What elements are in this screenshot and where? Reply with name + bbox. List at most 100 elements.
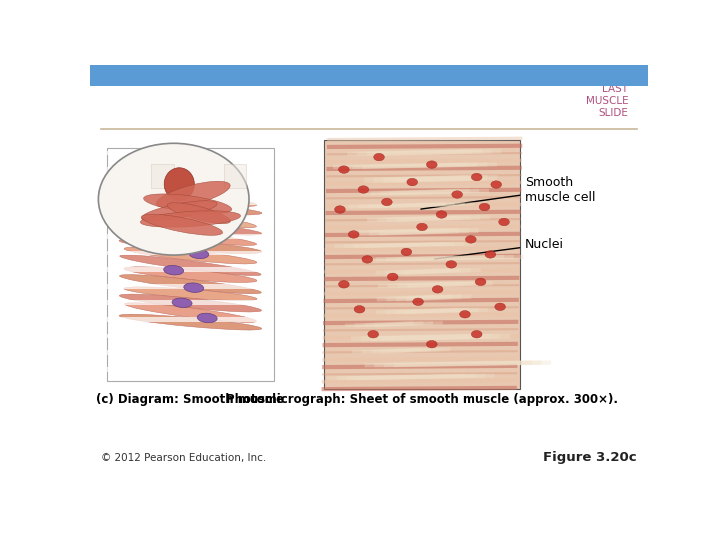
Point (475, 148, 484, 154)
Point (321, 210, 330, 216)
Line: 2 pts: 2 pts (399, 217, 488, 220)
Line: 2 pts: 2 pts (397, 257, 521, 259)
Ellipse shape (432, 286, 443, 293)
Line: 2 pts: 2 pts (329, 376, 464, 379)
Ellipse shape (426, 161, 437, 168)
Point (408, 320, 416, 326)
Point (456, 280, 465, 287)
Line: 2 pts: 2 pts (366, 244, 472, 246)
Point (516, 216, 525, 222)
Ellipse shape (120, 219, 261, 235)
Point (355, 151, 364, 157)
Point (392, 177, 400, 184)
Line: 2 pts: 2 pts (388, 257, 512, 259)
Line: 2 pts: 2 pts (386, 178, 485, 180)
Point (452, 227, 461, 234)
Point (516, 260, 524, 266)
Point (334, 375, 343, 382)
Ellipse shape (156, 181, 230, 208)
Point (516, 360, 524, 366)
Line: 2 pts: 2 pts (326, 190, 521, 191)
Ellipse shape (465, 235, 476, 243)
Line: 2 pts: 2 pts (323, 300, 519, 301)
Point (479, 373, 487, 379)
Line: 2 pts: 2 pts (386, 363, 539, 365)
Ellipse shape (436, 211, 447, 218)
Point (405, 282, 414, 289)
Point (427, 320, 436, 326)
Point (437, 320, 446, 326)
Point (359, 335, 368, 342)
Line: 2 pts: 2 pts (390, 284, 471, 286)
Line: 2 pts: 2 pts (364, 349, 429, 352)
Point (350, 164, 359, 170)
Line: 2 pts: 2 pts (325, 256, 520, 257)
Line: 2 pts: 2 pts (356, 323, 421, 326)
Point (345, 151, 354, 157)
Line: 2 pts: 2 pts (366, 363, 520, 365)
Point (374, 309, 382, 315)
Point (471, 174, 480, 181)
Line: 2 pts: 2 pts (379, 151, 499, 154)
Bar (107, 267, 274, 272)
Point (518, 135, 527, 141)
Point (322, 195, 330, 201)
Point (459, 373, 468, 379)
Ellipse shape (348, 231, 359, 238)
Point (344, 375, 353, 382)
Ellipse shape (495, 303, 505, 310)
Point (514, 311, 523, 318)
Point (446, 293, 454, 300)
Ellipse shape (475, 278, 486, 286)
Point (462, 227, 470, 234)
Point (513, 377, 521, 384)
Line: 2 pts: 2 pts (366, 178, 465, 180)
Line: 2 pts: 2 pts (324, 263, 520, 265)
Point (516, 253, 524, 259)
Point (319, 313, 328, 319)
Line: 2 pts: 2 pts (398, 296, 459, 299)
Line: 2 pts: 2 pts (397, 310, 477, 312)
Point (481, 161, 490, 168)
Line: 2 pts: 2 pts (326, 183, 521, 184)
Line: 2 pts: 2 pts (373, 191, 467, 193)
Line: 2 pts: 2 pts (387, 310, 467, 312)
Point (455, 293, 464, 300)
Point (513, 384, 521, 391)
Point (474, 267, 483, 273)
Bar (107, 251, 274, 255)
Point (425, 346, 433, 353)
Point (472, 227, 480, 234)
Line: 2 pts: 2 pts (379, 217, 469, 220)
Point (320, 261, 328, 268)
Point (442, 227, 451, 234)
Line: 2 pts: 2 pts (325, 219, 521, 220)
Line: 2 pts: 2 pts (382, 231, 476, 233)
Point (454, 214, 463, 220)
Point (382, 362, 390, 368)
Point (463, 188, 472, 194)
Line: 2 pts: 2 pts (379, 296, 440, 299)
Point (518, 165, 526, 171)
Point (358, 230, 366, 237)
Point (518, 157, 526, 164)
Point (474, 333, 483, 340)
Line: 2 pts: 2 pts (372, 231, 466, 233)
Point (352, 322, 361, 329)
Line: 2 pts: 2 pts (336, 244, 443, 246)
Point (320, 254, 329, 260)
Point (318, 386, 326, 393)
Point (320, 283, 328, 289)
Text: LAST
MUSCLE
SLIDE: LAST MUSCLE SLIDE (586, 84, 629, 118)
Line: 2 pts: 2 pts (373, 349, 439, 352)
Line: 2 pts: 2 pts (325, 241, 520, 242)
Point (384, 296, 393, 302)
Point (495, 148, 503, 154)
Line: 2 pts: 2 pts (346, 244, 453, 246)
Point (392, 362, 400, 368)
Line: 2 pts: 2 pts (324, 285, 519, 286)
Line: 2 pts: 2 pts (322, 388, 517, 389)
Point (346, 204, 355, 210)
Point (439, 201, 448, 207)
Point (514, 304, 523, 310)
